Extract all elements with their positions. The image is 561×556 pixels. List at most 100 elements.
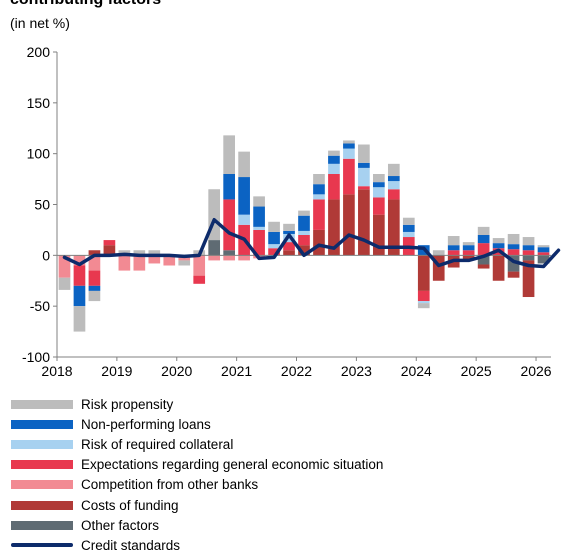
bar-risk-propensity-2020Q4 [223,135,235,174]
bar-non-performing-loans-2023Q3 [387,176,400,182]
x-tick-label: 2021 [221,363,252,379]
bar-competition-from-other-banks-2020Q3 [208,255,221,261]
bar-risk-propensity-2025Q4 [522,237,535,246]
bar-costs-of-funding-2018Q4 [103,245,116,256]
legend-item: Costs of funding [11,495,383,515]
bar-risk-propensity-2018Q2 [73,306,86,332]
bar-competition-from-other-banks-2019Q2 [133,255,146,271]
legend-line-swatch [11,543,73,548]
bar-expectations-regarding-general-economic-situation-2021Q4 [283,242,295,251]
bar-other-factors-2026Q1 [537,255,550,264]
bar-expectations-regarding-general-economic-situation-2020Q4 [223,199,235,251]
bar-expectations-regarding-general-economic-situation-2024Q1 [417,290,430,302]
x-tick-label: 2024 [401,363,432,379]
bar-expectations-regarding-general-economic-situation-2018Q2 [73,265,86,286]
bar-risk-of-required-collateral-2023Q2 [373,187,385,198]
legend-label: Costs of funding [81,497,179,513]
bar-non-performing-loans-2023Q2 [373,182,385,188]
bar-non-performing-loans-2025Q3 [507,244,520,250]
bar-non-performing-loans-2020Q4 [223,174,235,200]
bar-risk-of-required-collateral-2023Q4 [402,231,415,238]
y-tick-label: 50 [34,197,50,213]
bar-risk-of-required-collateral-2021Q3 [268,244,280,249]
bar-competition-from-other-banks-2019Q1 [118,255,131,271]
bar-risk-propensity-2020Q1 [178,260,191,266]
legend-swatch [11,480,73,490]
bar-non-performing-loans-2022Q3 [328,155,340,164]
y-tick-label: 100 [27,146,51,162]
bar-non-performing-loans-2025Q1 [477,235,490,244]
chart-subtitle: (in net %) [10,15,70,31]
bar-risk-propensity-2024Q2 [432,250,445,256]
bar-competition-from-other-banks-2021Q1 [238,255,250,261]
bar-competition-from-other-banks-2020Q4 [223,255,235,261]
bar-competition-from-other-banks-2020Q2 [193,255,206,276]
legend-label: Risk propensity [81,396,174,412]
bar-costs-of-funding-2023Q2 [373,214,385,256]
legend-swatch [11,500,73,510]
bar-costs-of-funding-2022Q3 [328,199,340,256]
bar-risk-propensity-2019Q3 [148,250,161,256]
bar-expectations-regarding-general-economic-situation-2022Q2 [313,199,325,230]
bar-other-factors-2025Q4 [522,255,535,261]
legend-label: Risk of required collateral [81,436,234,452]
bar-non-performing-loans-2022Q4 [343,143,355,149]
bar-non-performing-loans-2021Q3 [268,231,280,245]
legend-item: Other factors [11,515,383,535]
bar-expectations-regarding-general-economic-situation-2023Q2 [373,197,385,215]
bar-risk-propensity-2025Q1 [477,226,490,235]
legend-label: Non-performing loans [81,416,211,432]
x-tick-label: 2026 [520,363,551,379]
legend-item: Risk propensity [11,394,383,414]
bar-other-factors-2020Q3 [208,240,221,256]
bar-risk-propensity-2022Q2 [313,174,325,185]
bar-non-performing-loans-2021Q1 [238,177,250,215]
bar-risk-of-required-collateral-2022Q4 [343,148,355,159]
legend-label: Expectations regarding general economic … [81,457,384,473]
legend-swatch [11,419,73,429]
bar-expectations-regarding-general-economic-situation-2022Q3 [328,174,340,200]
chart-title: contributing factors [10,0,161,9]
stacked-bar-chart: -100 -50 0 50 100 150 200 2018 2019 2020 2021 2022 2… [22,44,561,379]
bar-risk-of-required-collateral-2023Q3 [387,181,400,190]
y-tick-label: -50 [30,298,50,314]
bar-non-performing-loans-2018Q2 [73,285,86,307]
bar-layer [58,135,550,332]
bar-expectations-regarding-general-economic-situation-2022Q1 [298,235,310,246]
bar-costs-of-funding-2024Q2 [432,255,445,281]
bar-risk-propensity-2023Q3 [387,163,400,177]
y-tick-label: 0 [42,247,50,263]
bar-competition-from-other-banks-2018Q3 [88,255,101,271]
bar-other-factors-2020Q4 [223,250,235,256]
bar-competition-from-other-banks-2019Q4 [163,255,176,266]
bar-expectations-regarding-general-economic-situation-2025Q3 [507,249,520,256]
x-tick-label: 2018 [41,363,72,379]
legend-item: Risk of required collateral [11,434,383,454]
bar-non-performing-loans-2021Q2 [253,206,265,227]
bar-non-performing-loans-2023Q1 [358,162,370,168]
legend-item: Non-performing loans [11,414,383,434]
bar-non-performing-loans-2023Q4 [402,224,415,232]
bar-non-performing-loans-2025Q2 [492,243,505,249]
x-tick-label: 2019 [101,363,132,379]
bar-risk-propensity-2025Q3 [507,233,520,245]
y-tick-label: 150 [27,95,51,111]
bar-expectations-regarding-general-economic-situation-2024Q3 [447,250,460,256]
bar-risk-propensity-2018Q3 [88,290,101,302]
legend-item: Expectations regarding general economic … [11,455,383,475]
bar-non-performing-loans-2022Q1 [298,215,310,231]
x-tick-label: 2023 [341,363,372,379]
bar-costs-of-funding-2022Q4 [343,194,355,256]
bar-risk-propensity-2020Q3 [208,189,221,241]
legend-label: Competition from other banks [81,477,259,493]
bar-costs-of-funding-2024Q4 [462,255,475,260]
bar-costs-of-funding-2025Q3 [507,271,520,278]
bar-costs-of-funding-2022Q2 [313,229,325,256]
bar-risk-of-required-collateral-2022Q3 [328,163,340,174]
bar-risk-propensity-2024Q4 [462,242,475,246]
bar-costs-of-funding-2025Q4 [522,260,535,298]
bar-risk-propensity-2021Q1 [238,151,250,178]
bar-other-factors-2025Q1 [477,255,490,265]
bar-risk-of-required-collateral-2022Q2 [313,194,325,200]
legend-label: Credit standards [81,537,181,553]
